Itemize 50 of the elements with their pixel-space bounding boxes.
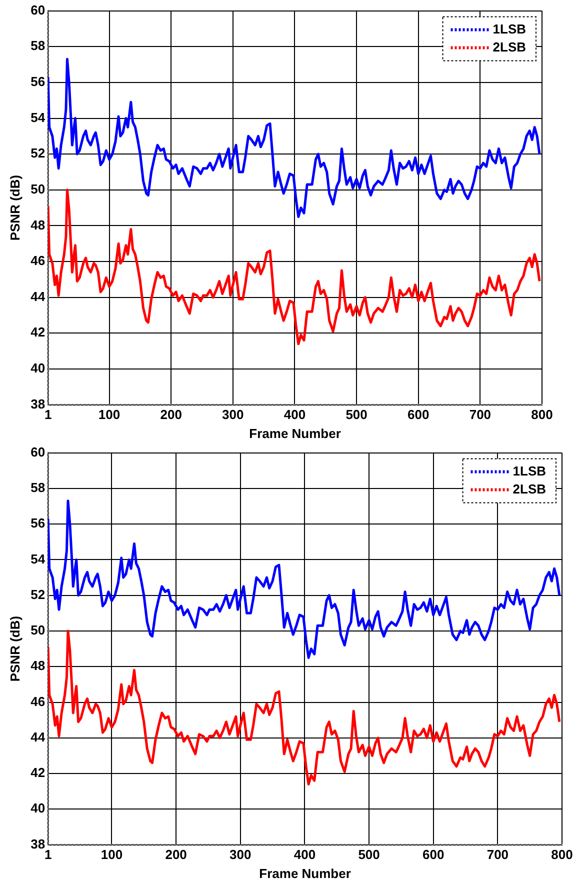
y-tick-label: 44: [30, 288, 46, 304]
x-tick-label: 100: [98, 407, 120, 422]
x-tick-label: 400: [284, 407, 306, 422]
y-tick-label: 42: [30, 324, 46, 340]
x-tick-label: 1: [44, 407, 52, 422]
x-tick-label: 300: [230, 847, 252, 862]
y-tick-label: 56: [30, 74, 46, 90]
x-tick-label: 200: [160, 407, 182, 422]
y-tick-label: 48: [30, 217, 46, 232]
y-tick-label: 50: [30, 181, 46, 196]
y-tick-label: 46: [30, 694, 46, 709]
y-tick-label: 40: [30, 360, 46, 376]
y-axis-title: PSNR (dB): [7, 174, 22, 241]
x-tick-label: 700: [486, 847, 509, 862]
x-tick-label: 300: [222, 407, 244, 422]
y-tick-label: 56: [30, 516, 46, 531]
legend-label: 1LSB: [492, 21, 526, 36]
x-tick-label: 500: [358, 847, 380, 862]
y-tick-label: 52: [30, 146, 46, 161]
legend-label: 2LSB: [512, 481, 546, 496]
x-tick-label: 400: [294, 847, 316, 862]
y-tick-label: 60: [30, 444, 46, 460]
x-tick-label: 200: [165, 847, 187, 862]
y-tick-label: 58: [30, 38, 46, 54]
x-tick-label: 600: [422, 847, 444, 862]
y-tick-label: 48: [30, 658, 46, 674]
y-axis-title: PSNR (dB): [7, 616, 22, 682]
y-tick-label: 44: [30, 729, 46, 744]
x-axis-title: Frame Number: [249, 426, 341, 441]
y-tick-label: 46: [30, 253, 46, 268]
x-tick-label: 700: [469, 407, 492, 422]
y-tick-label: 38: [30, 836, 46, 852]
x-tick-label: 800: [531, 407, 553, 422]
x-axis-title: Frame Number: [259, 866, 351, 881]
y-tick-label: 40: [30, 800, 46, 816]
y-tick-label: 42: [30, 765, 46, 780]
y-tick-label: 60: [30, 2, 46, 18]
y-tick-label: 58: [30, 480, 46, 496]
y-tick-label: 38: [30, 396, 46, 412]
x-tick-label: 100: [100, 847, 123, 862]
y-tick-label: 54: [30, 551, 46, 566]
x-tick-label: 600: [408, 407, 430, 422]
legend-label: 2LSB: [492, 39, 526, 54]
x-tick-label: 800: [551, 847, 573, 862]
x-tick-label: 1: [44, 847, 52, 862]
y-tick-label: 52: [30, 586, 46, 602]
y-tick-label: 50: [30, 622, 46, 638]
x-tick-label: 500: [346, 407, 368, 422]
legend-label: 1LSB: [512, 463, 546, 478]
y-tick-label: 54: [30, 110, 46, 125]
